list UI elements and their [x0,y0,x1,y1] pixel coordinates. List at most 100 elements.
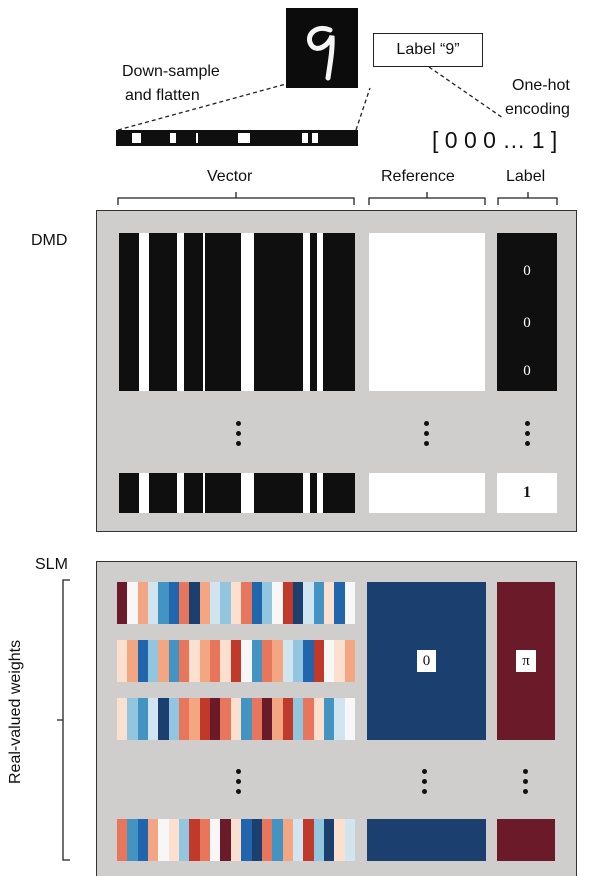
weight-stripe [241,640,253,682]
weight-stripe [168,640,180,682]
weight-stripe [303,582,315,624]
slm-reference-block: 0 [367,582,486,740]
slm-label-block: π [497,582,555,740]
weight-stripe [303,640,315,682]
weight-stripe [220,819,232,861]
weight-stripe [199,819,211,861]
dmd-label-block-bottom: 1 [497,473,557,513]
weight-stripe [137,582,149,624]
weight-stripe [230,640,242,682]
bracket-label-reference: Reference [381,168,455,185]
weight-stripe [303,698,315,740]
weight-stripe [323,582,335,624]
dmd-label-block-top: 0 0 0 [497,233,557,391]
dmd-ellipsis-vector [236,421,242,451]
weight-stripe [179,698,190,740]
weight-stripe [179,582,190,624]
weight-stripe [261,582,273,624]
onehot-vector: [ 0 0 0 … 1 ] [432,127,558,153]
weight-stripe [272,582,284,624]
group-brackets [117,192,558,205]
weight-stripe [292,640,304,682]
weight-stripe [117,819,128,861]
dashed-connectors [117,66,504,131]
weight-stripe [158,640,170,682]
downsample-label-line2: and flatten [125,87,200,104]
weight-stripe [230,819,242,861]
dmd-label-value-0: 0 [523,263,531,279]
weight-stripe [344,582,356,624]
mnist-digit-image [286,8,358,88]
weight-stripe [313,698,325,740]
dmd-title: DMD [31,232,68,249]
slm-ellipsis-label [523,769,529,799]
weight-stripe [220,582,232,624]
weight-stripe [241,819,253,861]
weight-stripe [189,582,201,624]
dmd-reference-block-top [369,233,485,391]
weight-stripe [313,819,325,861]
weight-stripe [323,698,335,740]
weight-stripe [189,640,201,682]
weight-stripe [334,698,346,740]
weight-stripe [220,698,232,740]
slm-reference-block-bottom [367,819,486,861]
slm-label-phase: π [516,650,536,672]
slm-ellipsis-reference [422,769,428,799]
weight-stripe [127,819,139,861]
slm-panel: 0 π [96,561,577,876]
weight-stripe [292,698,304,740]
onehot-label-line1: One-hot [512,77,570,94]
weight-stripe [158,819,170,861]
weight-stripe [323,819,335,861]
bracket-label-vector: Vector [207,168,253,185]
weight-stripe [282,698,294,740]
weight-stripe [199,640,211,682]
weight-stripe [179,819,190,861]
weight-stripe [272,640,284,682]
slm-ellipsis-vector [236,769,242,799]
weight-stripe [261,819,273,861]
weight-stripe [230,698,242,740]
weight-stripe [199,698,211,740]
slm-title: SLM [35,556,68,573]
dmd-vector-pattern-bottom [119,473,355,513]
weight-stripe [158,698,170,740]
weight-stripe [344,819,356,861]
slm-weights-row-2 [117,640,356,682]
weight-stripe [137,640,149,682]
weight-stripe [251,582,263,624]
dmd-vector-pattern-top [119,233,355,391]
weight-stripe [292,582,304,624]
weight-stripe [148,819,159,861]
weight-stripe [282,582,294,624]
weight-stripe [210,582,221,624]
weight-stripe [292,819,304,861]
dmd-panel: 0 0 0 1 [96,210,577,532]
weight-stripe [334,582,346,624]
weight-stripe [272,698,284,740]
weight-stripe [334,640,346,682]
weight-stripe [127,640,139,682]
weight-stripe [220,640,232,682]
weight-stripe [323,640,335,682]
weight-stripe [282,640,294,682]
weight-stripe [117,698,128,740]
dmd-label-value-1: 0 [523,315,531,331]
weight-stripe [210,698,221,740]
dmd-label-value-2: 0 [523,363,531,379]
weight-stripe [127,698,139,740]
weight-stripe [241,698,253,740]
slm-weights-row-bottom [117,819,356,861]
weight-stripe [189,698,201,740]
weight-stripe [210,819,221,861]
weight-stripe [148,698,159,740]
weight-stripe [137,819,149,861]
weight-stripe [117,640,128,682]
weight-stripe [251,698,263,740]
dmd-ellipsis-label [525,421,531,451]
weight-stripe [344,640,356,682]
weight-stripe [282,819,294,861]
weight-stripe [251,819,263,861]
